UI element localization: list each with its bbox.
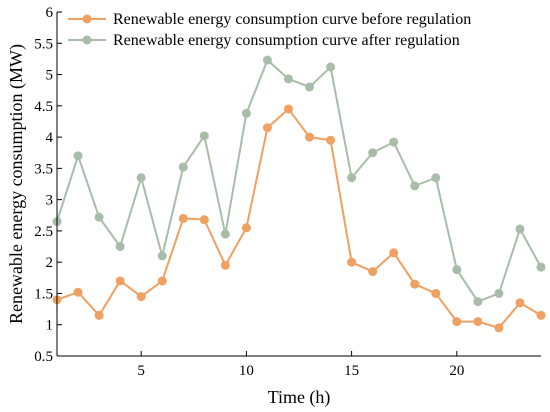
data-point (347, 257, 357, 267)
y-tick-label: 3 (46, 193, 54, 209)
y-tick-label: 2.5 (34, 224, 53, 240)
data-point (431, 173, 441, 183)
data-point (157, 251, 167, 261)
x-tick-label: 10 (239, 363, 254, 379)
data-point (199, 215, 209, 225)
series-after-regulation (52, 55, 546, 307)
data-point (473, 297, 483, 307)
data-point (347, 173, 357, 183)
data-point (157, 276, 167, 286)
y-tick-label: 3.5 (34, 161, 53, 177)
y-tick-label: 4.5 (34, 99, 53, 115)
data-point (115, 242, 125, 252)
data-point (283, 104, 293, 114)
data-point (73, 151, 83, 161)
legend-marker (82, 35, 92, 45)
y-tick-label: 6 (46, 5, 54, 21)
data-point (326, 135, 336, 145)
data-point (368, 148, 378, 158)
data-point (368, 267, 378, 277)
y-tick-label: 1 (46, 318, 54, 334)
legend-item: Renewable energy consumption curve after… (68, 32, 460, 49)
data-point (115, 276, 125, 286)
x-axis-ticks: 5 10 15 20 (137, 351, 464, 379)
legend-label: Renewable energy consumption curve after… (113, 32, 460, 49)
data-point (241, 108, 251, 118)
data-point (515, 224, 525, 234)
data-point (431, 288, 441, 298)
legend: Renewable energy consumption curve befor… (68, 11, 471, 49)
x-tick-label: 5 (137, 363, 145, 379)
legend-label: Renewable energy consumption curve befor… (113, 11, 471, 28)
data-point (452, 317, 462, 327)
data-point (326, 62, 336, 72)
plot-area (52, 55, 546, 333)
y-axis-ticks: 0.5 1 1.5 2 2.5 3 3.5 4 4.5 5 5.5 6 (34, 5, 62, 365)
data-point (262, 55, 272, 65)
data-point (305, 132, 315, 142)
x-tick-label: 20 (449, 363, 464, 379)
legend-marker (82, 14, 92, 24)
data-point (389, 137, 399, 147)
data-point (452, 265, 462, 275)
data-point (283, 74, 293, 84)
data-point (199, 131, 209, 141)
data-point (473, 317, 483, 327)
y-tick-label: 0.5 (34, 349, 53, 365)
data-point (178, 162, 188, 172)
y-tick-label: 5 (46, 68, 54, 84)
data-point (220, 260, 230, 270)
axes: 5 10 15 20 0.5 1 1.5 2 2.5 3 3.5 4 4.5 5 5.5 6 (34, 5, 541, 379)
y-tick-label: 4 (46, 130, 54, 146)
data-point (136, 292, 146, 302)
series-line (56, 59, 542, 303)
x-axis-title: Time (h) (268, 387, 331, 408)
data-point (494, 288, 504, 298)
data-point (262, 123, 272, 133)
data-point (515, 298, 525, 308)
data-point (410, 279, 420, 289)
data-point (94, 310, 104, 320)
y-tick-label: 1.5 (34, 286, 53, 302)
y-tick-label: 5.5 (34, 36, 53, 52)
legend-item: Renewable energy consumption curve befor… (68, 11, 471, 28)
data-point (178, 213, 188, 223)
data-point (94, 212, 104, 222)
x-tick-label: 15 (344, 363, 359, 379)
y-tick-label: 2 (46, 255, 54, 271)
data-point (136, 173, 146, 183)
data-point (536, 262, 546, 272)
data-point (305, 82, 315, 92)
data-point (494, 323, 504, 333)
data-point (536, 310, 546, 320)
y-axis-title: Renewable energy consumption (MW) (6, 44, 27, 324)
data-point (389, 248, 399, 258)
data-point (410, 181, 420, 191)
data-point (241, 223, 251, 233)
series-before-regulation (52, 104, 546, 333)
data-point (73, 287, 83, 297)
data-point (220, 229, 230, 239)
